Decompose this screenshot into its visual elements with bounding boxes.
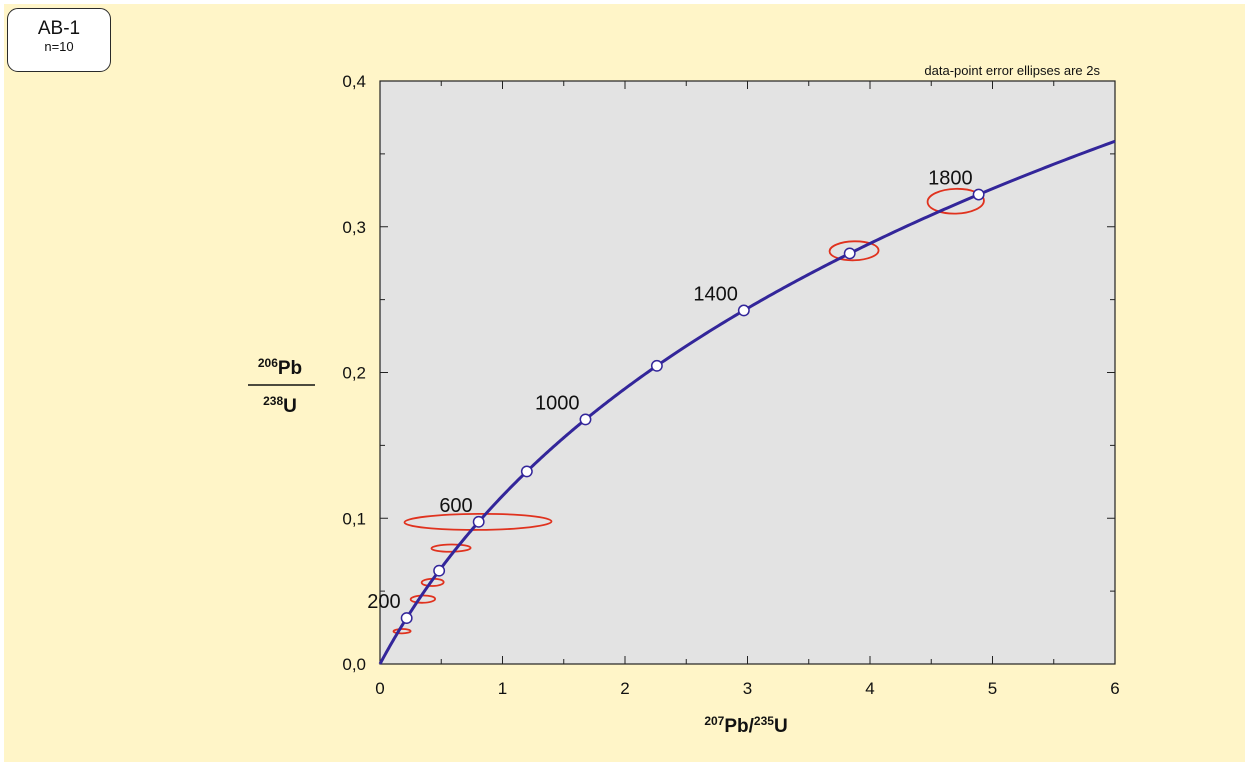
age-label: 1800 [928,168,973,190]
x-axis-mass-1: 207 [704,714,724,728]
age-marker [737,304,750,317]
age-marker [972,188,985,201]
error-ellipse [392,628,412,635]
x-tick-label: 2 [620,679,629,698]
age-label: 1000 [535,392,580,414]
age-marker [843,247,856,260]
age-marker [400,612,413,625]
tick-labels: 0 1 2 3 4 5 6 0,0 0,1 0,2 0,3 0,4 [342,72,1119,698]
y-tick-label: 0,2 [342,364,366,383]
y-axis-den-element: U [283,396,297,417]
y-axis-numerator: 206Pb [258,356,302,379]
y-tick-label: 0,3 [342,218,366,237]
age-label: 1400 [693,283,738,305]
error-note: data-point error ellipses are 2s [924,63,1100,78]
sample-label-box: AB-1 n=10 [7,8,111,72]
axis-ticks [379,80,1116,665]
x-tick-label: 4 [865,679,874,698]
age-marker [472,515,485,528]
age-marker [520,465,533,478]
y-axis-num-element: Pb [278,358,302,379]
x-tick-label: 3 [743,679,752,698]
x-axis-element-2: U [774,716,788,737]
age-labels: 200 600 1000 1400 1800 [367,168,972,614]
x-axis-title: 207Pb/235U [704,714,787,737]
x-tick-label: 0 [375,679,384,698]
y-tick-label: 0,0 [342,655,366,674]
y-axis-denominator: 238U [263,394,297,417]
x-axis-element-1: Pb [724,716,748,737]
x-tick-label: 6 [1110,679,1119,698]
x-tick-label: 1 [498,679,507,698]
sample-name: AB-1 [37,18,81,39]
x-tick-label: 5 [988,679,997,698]
error-ellipse [430,543,472,553]
x-axis-slash: / [749,716,755,737]
y-axis-den-mass: 238 [263,394,283,408]
error-ellipse [403,512,553,531]
y-tick-label: 0,4 [342,72,366,91]
age-marker [650,359,663,372]
error-ellipses [392,187,985,635]
y-axis-num-mass: 206 [258,356,278,370]
error-ellipse [926,187,985,215]
error-ellipse [828,240,880,262]
age-label: 600 [439,495,472,517]
age-markers [400,188,985,625]
y-tick-label: 0,1 [342,509,366,528]
plot-area [379,80,1116,665]
sample-count: n=10 [44,39,74,54]
x-axis-mass-2: 235 [754,714,774,728]
age-marker [579,413,592,426]
age-marker [433,564,446,577]
age-label: 200 [367,591,400,613]
